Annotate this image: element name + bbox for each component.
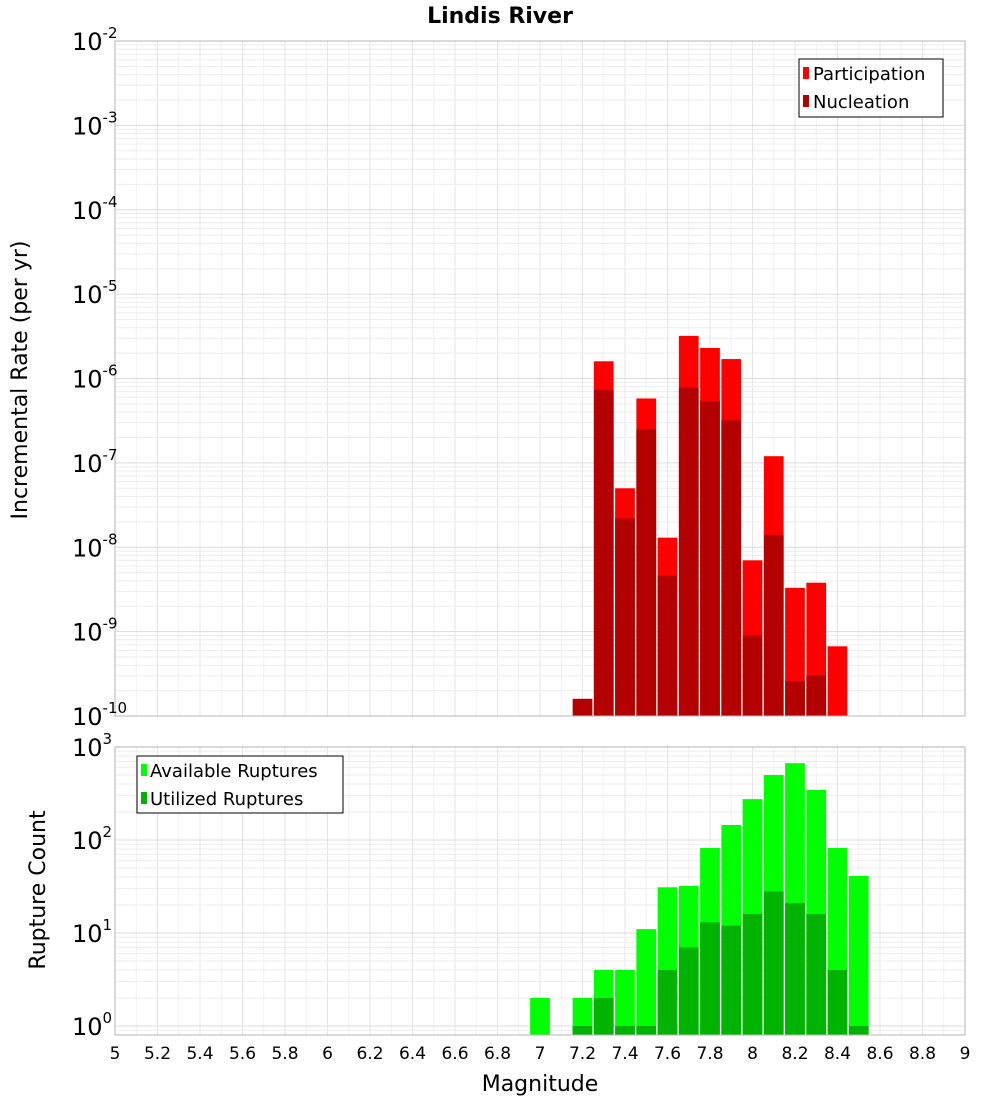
y-tick-label: 10-9 [72,615,118,647]
bottom-legend: Available Ruptures Utilized Ruptures [136,755,344,814]
y-tick-label: 10-10 [72,699,127,731]
y-tick-label: 101 [72,916,112,948]
x-tick-label: 6.2 [356,1044,383,1064]
legend-label-utilized-ruptures: Utilized Ruptures [150,789,303,810]
bar-nucleation [678,387,699,716]
x-tick-label: 8.8 [909,1044,936,1064]
bottom-y-axis-label: Rupture Count [26,810,51,970]
bar-available-ruptures [530,997,550,1035]
legend-label-nucleation: Nucleation [813,92,909,113]
top-legend-box [798,58,944,118]
bottom-legend-box [136,755,344,814]
top-y-ticks: 10-10 10-9 10-8 10-7 10-6 10-5 10-4 10-3 10-2 [72,24,127,731]
bar-nucleation [636,429,657,716]
y-tick-label: 100 [72,1009,112,1041]
legend-swatch-available-ruptures [141,764,147,776]
x-tick-label: 8 [747,1044,758,1064]
legend-label-available-ruptures: Available Ruptures [150,761,318,782]
x-tick-label: 7.4 [611,1044,638,1064]
bar-available-ruptures [636,929,657,1035]
bar-nucleation [700,401,720,716]
x-tick-label: 6.6 [441,1044,468,1064]
bar-utilized-ruptures [763,891,784,1035]
bar-utilized-ruptures [827,969,848,1035]
bar-utilized-ruptures [678,947,699,1035]
x-tick-label: 8.6 [866,1044,893,1064]
bottom-bars [530,763,869,1035]
bar-utilized-ruptures [742,914,763,1035]
bar-nucleation [721,420,742,716]
bar-nucleation [572,698,593,716]
y-tick-label: 102 [72,823,112,855]
bar-utilized-ruptures [593,997,614,1035]
chart-title: Lindis River [427,4,573,29]
bottom-plot-border [114,746,966,1036]
top-bars [572,335,848,716]
x-tick-label: 9 [960,1044,971,1064]
bar-nucleation [657,575,678,716]
bar-utilized-ruptures [636,1025,657,1035]
bar-utilized-ruptures [700,922,720,1035]
x-tick-label: 5.6 [229,1044,256,1064]
bar-utilized-ruptures [848,1025,869,1035]
bar-nucleation [593,390,614,716]
bar-participation [827,646,848,716]
y-tick-label: 10-5 [72,277,118,309]
y-tick-label: 10-6 [72,362,118,394]
x-tick-label: 7.6 [654,1044,681,1064]
bottom-panel: 100 101 102 103 5 5.2 5.4 5.6 5.8 6 6.2 6.4 6.6 6.8 7… [26,730,970,1097]
bar-utilized-ruptures [721,925,742,1035]
x-tick-label: 5 [110,1044,121,1064]
x-axis-label: Magnitude [482,1072,599,1097]
x-ticks: 5 5.2 5.4 5.6 5.8 6 6.2 6.4 6.6 6.8 7 7.2 7.4 7.6 7.8 8… [110,1044,971,1064]
bar-utilized-ruptures [806,914,827,1035]
legend-label-participation: Participation [813,64,925,85]
bottom-y-ticks: 100 101 102 103 [72,730,112,1041]
y-tick-label: 103 [72,730,112,762]
bar-utilized-ruptures [657,969,678,1035]
x-tick-label: 8.4 [824,1044,851,1064]
bar-available-ruptures [848,876,869,1035]
x-tick-label: 7.8 [696,1044,723,1064]
y-tick-label: 10-4 [72,193,118,225]
x-tick-label: 5.8 [271,1044,298,1064]
legend-swatch-participation [803,67,809,79]
bar-nucleation [615,518,635,716]
bar-available-ruptures [572,997,593,1035]
top-legend: Participation Nucleation [798,58,944,118]
bar-utilized-ruptures [572,1025,593,1035]
x-tick-label: 5.4 [186,1044,213,1064]
x-tick-label: 6.8 [484,1044,511,1064]
y-tick-label: 10-8 [72,530,118,562]
bar-nucleation [785,680,805,716]
top-y-axis-label: Incremental Rate (per yr) [8,241,33,520]
x-tick-label: 5.2 [144,1044,171,1064]
bar-nucleation [742,635,763,716]
x-tick-label: 7 [535,1044,546,1064]
y-tick-label: 10-2 [72,24,118,56]
bar-nucleation [806,675,827,716]
x-tick-label: 7.2 [569,1044,596,1064]
x-tick-label: 8.2 [781,1044,808,1064]
top-grid [114,41,966,717]
bar-available-ruptures [615,969,635,1035]
legend-swatch-nucleation [803,95,809,107]
bar-utilized-ruptures [785,903,805,1035]
bar-nucleation [763,534,784,716]
top-panel: 10-10 10-9 10-8 10-7 10-6 10-5 10-4 10-3 10-2 In… [8,24,966,731]
bar-utilized-ruptures [615,1025,635,1035]
y-tick-label: 10-7 [72,446,118,478]
legend-swatch-utilized-ruptures [141,792,147,804]
top-plot-border [114,40,966,717]
y-tick-label: 10-3 [72,108,118,140]
x-tick-label: 6.4 [399,1044,426,1064]
x-tick-label: 6 [322,1044,333,1064]
